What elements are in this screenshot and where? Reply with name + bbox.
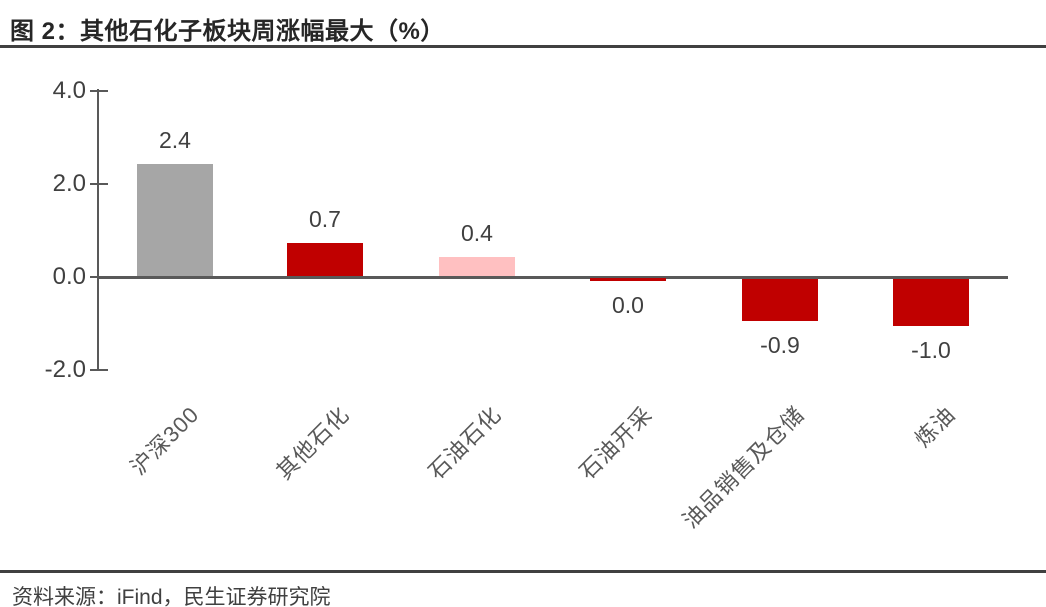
y-tick-label: 2.0 (52, 170, 86, 197)
bar (137, 164, 213, 276)
y-tick-mark (90, 183, 108, 185)
figure-title: 图 2：其他石化子板块周涨幅最大（%） (10, 18, 445, 45)
bar-value-label: -1.0 (911, 337, 951, 363)
x-category-label: 石油开采 (574, 401, 658, 485)
y-tick-mark (90, 90, 108, 92)
y-tick-label: -2.0 (44, 356, 86, 383)
source-note: 资料来源：iFind，民生证券研究院 (12, 586, 331, 607)
x-category-label: 石油石化 (423, 401, 507, 485)
bar-value-label: 2.4 (159, 127, 191, 153)
x-category-label: 其他石化 (271, 401, 355, 485)
x-axis-line (97, 276, 1008, 279)
bar (893, 279, 969, 326)
y-tick-label: 4.0 (52, 77, 86, 104)
bar-value-label: -0.9 (760, 332, 800, 358)
bar-value-label: 0.0 (612, 292, 644, 318)
x-category-label: 油品销售及仓储 (677, 401, 810, 534)
x-category-label: 沪深300 (125, 401, 205, 480)
bar-value-label: 0.4 (461, 220, 493, 246)
title-divider (0, 45, 1046, 48)
footer-divider (0, 570, 1046, 573)
bar (439, 257, 515, 276)
x-category-label: 炼油 (909, 401, 961, 452)
bar (287, 243, 363, 276)
y-tick-mark (90, 369, 108, 371)
bar (590, 278, 666, 281)
bar-value-label: 0.7 (309, 206, 341, 232)
bar (742, 279, 818, 321)
y-tick-label: 0.0 (52, 263, 86, 290)
y-axis-line (97, 89, 99, 371)
